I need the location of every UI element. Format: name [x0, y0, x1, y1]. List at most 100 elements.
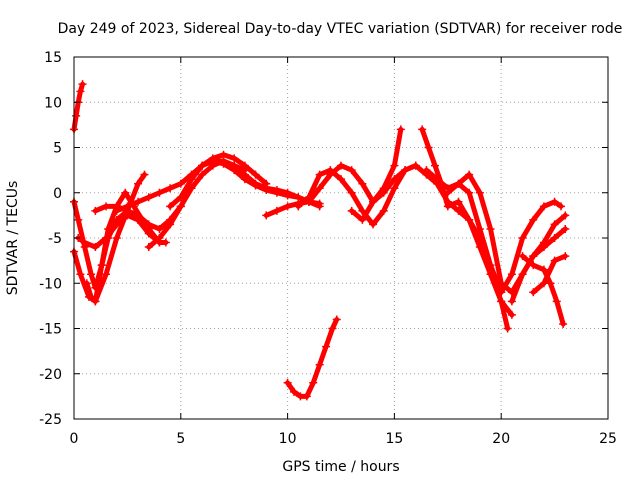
data-point: [134, 197, 143, 206]
series-arc-9: [166, 150, 271, 211]
y-tick-label: -5: [48, 231, 62, 247]
series-line: [423, 167, 504, 295]
data-point: [91, 243, 100, 252]
data-point: [507, 270, 516, 279]
data-point: [176, 179, 185, 188]
series-arc-15: [418, 125, 512, 333]
data-point: [219, 150, 228, 159]
data-point: [322, 342, 331, 351]
x-axis-label: GPS time / hours: [282, 459, 399, 475]
data-point: [230, 154, 239, 163]
data-point: [369, 197, 378, 206]
y-tick-label: 15: [44, 50, 62, 66]
data-point: [140, 170, 149, 179]
data-point: [337, 161, 345, 170]
data-point: [454, 197, 463, 206]
data-point: [76, 270, 85, 279]
x-tick-label: 10: [279, 431, 297, 447]
series-arc-10: [198, 157, 324, 208]
data-point: [76, 87, 85, 96]
data-point: [283, 378, 292, 387]
data-point: [251, 170, 260, 179]
y-tick-label: 5: [53, 141, 62, 157]
data-point: [529, 215, 538, 224]
data-point: [176, 202, 185, 211]
data-point: [134, 215, 143, 224]
data-point: [561, 252, 570, 261]
data-point: [328, 324, 337, 333]
y-tick-label: 10: [44, 95, 62, 111]
series-line: [520, 253, 566, 327]
data-point: [198, 161, 207, 170]
data-point: [155, 188, 164, 197]
data-point: [283, 191, 292, 200]
data-point: [550, 220, 559, 229]
series-line: [349, 163, 515, 318]
series-arc-21: [518, 252, 568, 328]
data-point: [166, 220, 175, 229]
data-point: [155, 224, 164, 233]
data-point: [219, 159, 228, 168]
data-point: [78, 80, 87, 89]
series-line: [509, 212, 568, 304]
data-point: [332, 315, 341, 324]
data-point: [546, 279, 555, 288]
data-point: [104, 224, 113, 233]
data-point: [358, 215, 367, 224]
data-point: [507, 310, 516, 319]
data-point: [433, 175, 442, 184]
data-point: [443, 188, 452, 197]
data-point: [418, 125, 427, 134]
x-tick-label: 20: [492, 431, 510, 447]
data-point: [97, 261, 106, 270]
data-point: [529, 288, 538, 297]
chart-title: Day 249 of 2023, Sidereal Day-to-day VTE…: [58, 21, 623, 37]
series-arc-13: [283, 315, 341, 401]
data-point: [486, 261, 495, 270]
data-point: [272, 206, 281, 215]
data-point: [283, 202, 292, 211]
data-point: [550, 256, 559, 265]
data-point: [144, 229, 153, 238]
data-point: [144, 193, 153, 202]
data-point: [112, 220, 121, 229]
data-point: [337, 175, 345, 184]
data-point: [507, 297, 516, 306]
series-arc-20: [529, 252, 570, 297]
data-point: [561, 211, 570, 220]
data-point: [475, 188, 484, 197]
y-tick-label: -20: [39, 367, 62, 383]
data-point: [497, 297, 506, 306]
data-point: [347, 188, 356, 197]
data-point: [411, 161, 420, 170]
data-point: [465, 188, 474, 197]
data-point: [315, 184, 324, 193]
data-point: [475, 243, 484, 252]
data-point: [390, 161, 399, 170]
data-point: [518, 252, 527, 261]
series-line: [285, 316, 340, 399]
data-point: [80, 238, 89, 247]
data-point: [144, 243, 153, 252]
data-point: [552, 297, 561, 306]
data-point: [91, 206, 100, 215]
data-point: [290, 387, 299, 396]
data-point: [557, 202, 566, 211]
data-point: [72, 111, 81, 120]
data-point: [315, 360, 324, 369]
data-point: [422, 166, 431, 175]
axis-ticks: 0 5 10 15 20 25 -25 -20 -15 -10 -5 0 5 10 15: [39, 50, 617, 447]
data-point: [326, 166, 335, 175]
x-tick-label: 5: [176, 431, 185, 447]
data-point: [430, 161, 439, 170]
data-point: [102, 270, 111, 279]
data-point: [559, 319, 568, 328]
data-point: [208, 157, 217, 166]
x-tick-label: 15: [385, 431, 403, 447]
data-point: [315, 170, 324, 179]
data-point: [112, 234, 121, 242]
series-line: [295, 163, 419, 227]
data-point: [74, 215, 83, 224]
data-point: [518, 234, 527, 242]
